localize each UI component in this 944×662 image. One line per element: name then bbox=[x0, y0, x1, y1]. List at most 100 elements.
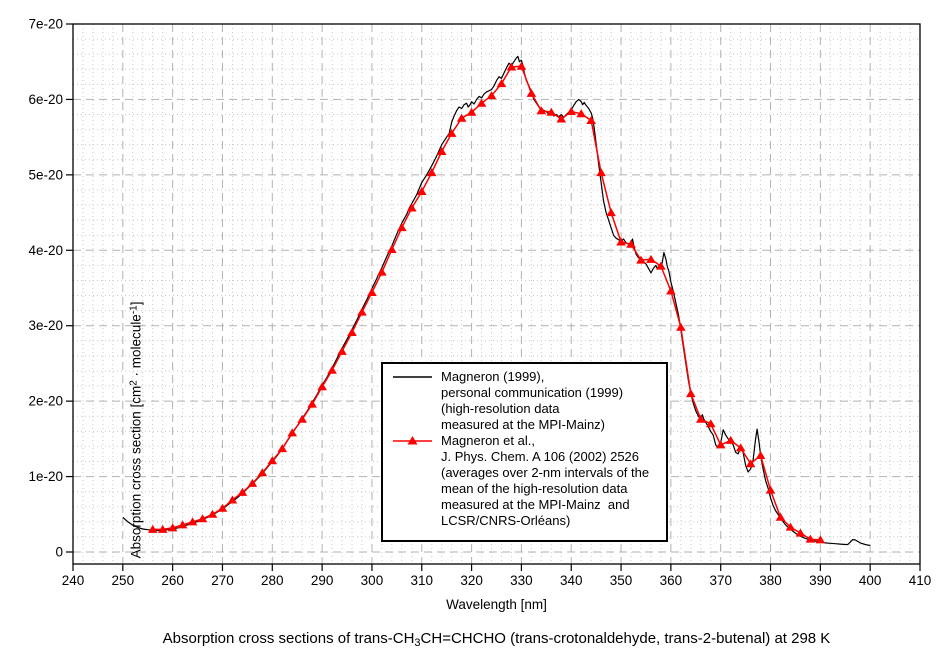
red-triangle-marker bbox=[446, 128, 457, 137]
red-triangle-marker bbox=[397, 223, 407, 232]
red-triangle-marker bbox=[486, 91, 497, 100]
x-axis-label: Wavelength [nm] bbox=[446, 597, 547, 612]
x-tick-label: 390 bbox=[809, 573, 832, 588]
x-tick-label: 300 bbox=[361, 573, 384, 588]
red-triangle-marker bbox=[287, 428, 298, 437]
red-triangle-marker bbox=[556, 114, 567, 123]
red-triangle-marker bbox=[416, 186, 427, 195]
y-axis-label-sup: -1 bbox=[128, 305, 140, 315]
red-triangle-marker bbox=[676, 322, 686, 331]
red-triangle-marker bbox=[566, 106, 577, 115]
red-triangle-marker bbox=[596, 168, 606, 177]
y-tick-label: 4e-20 bbox=[28, 243, 63, 258]
red-triangle-marker bbox=[725, 435, 736, 444]
x-tick-label: 350 bbox=[610, 573, 633, 588]
x-tick-label: 320 bbox=[460, 573, 483, 588]
red-triangle-marker bbox=[476, 98, 487, 107]
x-tick-label: 240 bbox=[62, 573, 85, 588]
red-triangle-marker bbox=[327, 365, 337, 374]
red-triangle-marker bbox=[636, 255, 646, 264]
red-triangle-marker bbox=[526, 88, 537, 97]
y-tick-label: 3e-20 bbox=[28, 318, 63, 333]
y-tick-label: 1e-20 bbox=[28, 469, 63, 484]
red-triangle-marker bbox=[606, 208, 616, 217]
plot-border bbox=[72, 23, 921, 565]
red-triangle-marker bbox=[227, 495, 238, 504]
red-triangle-marker bbox=[735, 443, 746, 452]
figure-caption-text: Absorption cross sections of trans-CH bbox=[162, 630, 415, 647]
red-triangle-marker bbox=[387, 245, 397, 254]
red-triangle-marker bbox=[666, 286, 676, 295]
red-triangle-marker bbox=[317, 382, 327, 391]
y-axis-label: Absorption cross section [cm2 · molecule… bbox=[128, 302, 143, 559]
legend-entry-magneron-2002: Magneron et al., J. Phys. Chem. A 106 (2… bbox=[391, 433, 666, 529]
x-tick-label: 340 bbox=[560, 573, 583, 588]
x-tick-label: 380 bbox=[759, 573, 782, 588]
red-triangle-marker bbox=[167, 523, 178, 532]
red-triangle-marker bbox=[795, 528, 806, 537]
x-tick-label: 290 bbox=[311, 573, 334, 588]
figure-caption-sub: 3 bbox=[414, 637, 421, 649]
red-triangle-marker bbox=[695, 414, 706, 423]
red-triangle-marker bbox=[237, 487, 248, 496]
x-tick-label: 330 bbox=[510, 573, 533, 588]
red-triangle-marker bbox=[626, 239, 636, 248]
red-triangle-marker bbox=[337, 346, 347, 355]
y-tick-label: 7e-20 bbox=[28, 17, 63, 32]
black-line-swatch-icon bbox=[393, 376, 432, 378]
red-triangle-marker bbox=[347, 328, 357, 337]
x-tick-label: 280 bbox=[261, 573, 284, 588]
figure-caption-text: CH=CHCHO (trans-crotonaldehyde, trans-2-… bbox=[420, 630, 831, 647]
figure-caption: Absorption cross sections of trans-CH3CH… bbox=[73, 630, 920, 649]
red-triangle-marker bbox=[576, 109, 586, 118]
red-triangle-marker bbox=[257, 468, 268, 477]
red-triangle-marker bbox=[656, 261, 666, 270]
legend-entry-text: Magneron et al., J. Phys. Chem. A 106 (2… bbox=[441, 433, 650, 528]
red-triangle-marker bbox=[367, 288, 377, 297]
red-triangle-marker bbox=[267, 456, 278, 465]
red-triangle-marker bbox=[536, 106, 547, 115]
red-triangle-marker bbox=[307, 399, 317, 408]
red-triangle-marker bbox=[586, 116, 596, 125]
red-triangle-marker bbox=[785, 522, 796, 531]
red-triangle-marker bbox=[815, 535, 826, 544]
y-tick-label: 2e-20 bbox=[28, 394, 63, 409]
red-triangle-marker bbox=[177, 520, 188, 529]
y-axis-label-sup: 2 bbox=[128, 380, 140, 386]
legend-box: Magneron (1999), personal communication … bbox=[381, 362, 668, 542]
red-triangle-marker bbox=[187, 517, 198, 526]
y-tick-label: 5e-20 bbox=[28, 167, 63, 182]
y-tick-label: 6e-20 bbox=[28, 92, 63, 107]
y-axis-label-text: · molecule bbox=[128, 314, 144, 381]
red-triangle-marker bbox=[506, 62, 517, 71]
red-triangle-marker bbox=[207, 509, 218, 518]
x-tick-label: 410 bbox=[909, 573, 932, 588]
red-triangle-marker bbox=[466, 107, 477, 116]
red-triangle-marker bbox=[456, 113, 467, 122]
red-triangle-marker bbox=[426, 168, 437, 177]
red-triangle-marker bbox=[755, 450, 766, 459]
red-triangle-marker bbox=[745, 459, 756, 468]
red-triangle-marker bbox=[516, 61, 527, 70]
red-triangle-marker bbox=[616, 237, 626, 246]
red-triangle-marker bbox=[297, 414, 307, 423]
red-triangle-marker bbox=[546, 107, 557, 116]
red-triangle-marker bbox=[247, 478, 258, 487]
x-tick-label: 270 bbox=[211, 573, 234, 588]
red-triangle-marker bbox=[407, 203, 417, 212]
red-triangle-marker bbox=[197, 514, 208, 523]
y-axis-label-text: ] bbox=[128, 301, 144, 306]
red-triangle-marker bbox=[157, 524, 168, 533]
red-triangle-marker bbox=[715, 440, 726, 449]
legend-entry-text: Magneron (1999), personal communication … bbox=[441, 369, 624, 432]
red-triangle-marker bbox=[765, 485, 776, 494]
red-triangle-marker bbox=[377, 267, 387, 276]
red-triangle-marker bbox=[775, 512, 786, 521]
y-tick-label: 0 bbox=[55, 545, 63, 560]
red-triangle-line-swatch-icon bbox=[393, 436, 432, 445]
chart-plot: 240 250 260 270 280 290 300 310 320 330 340 350 360 3… bbox=[28, 17, 932, 589]
x-tick-label: 400 bbox=[859, 573, 882, 588]
red-triangle-marker bbox=[436, 146, 447, 155]
y-axis-label-text: Absorption cross section [cm bbox=[128, 385, 144, 559]
red-triangle-marker bbox=[217, 503, 228, 512]
